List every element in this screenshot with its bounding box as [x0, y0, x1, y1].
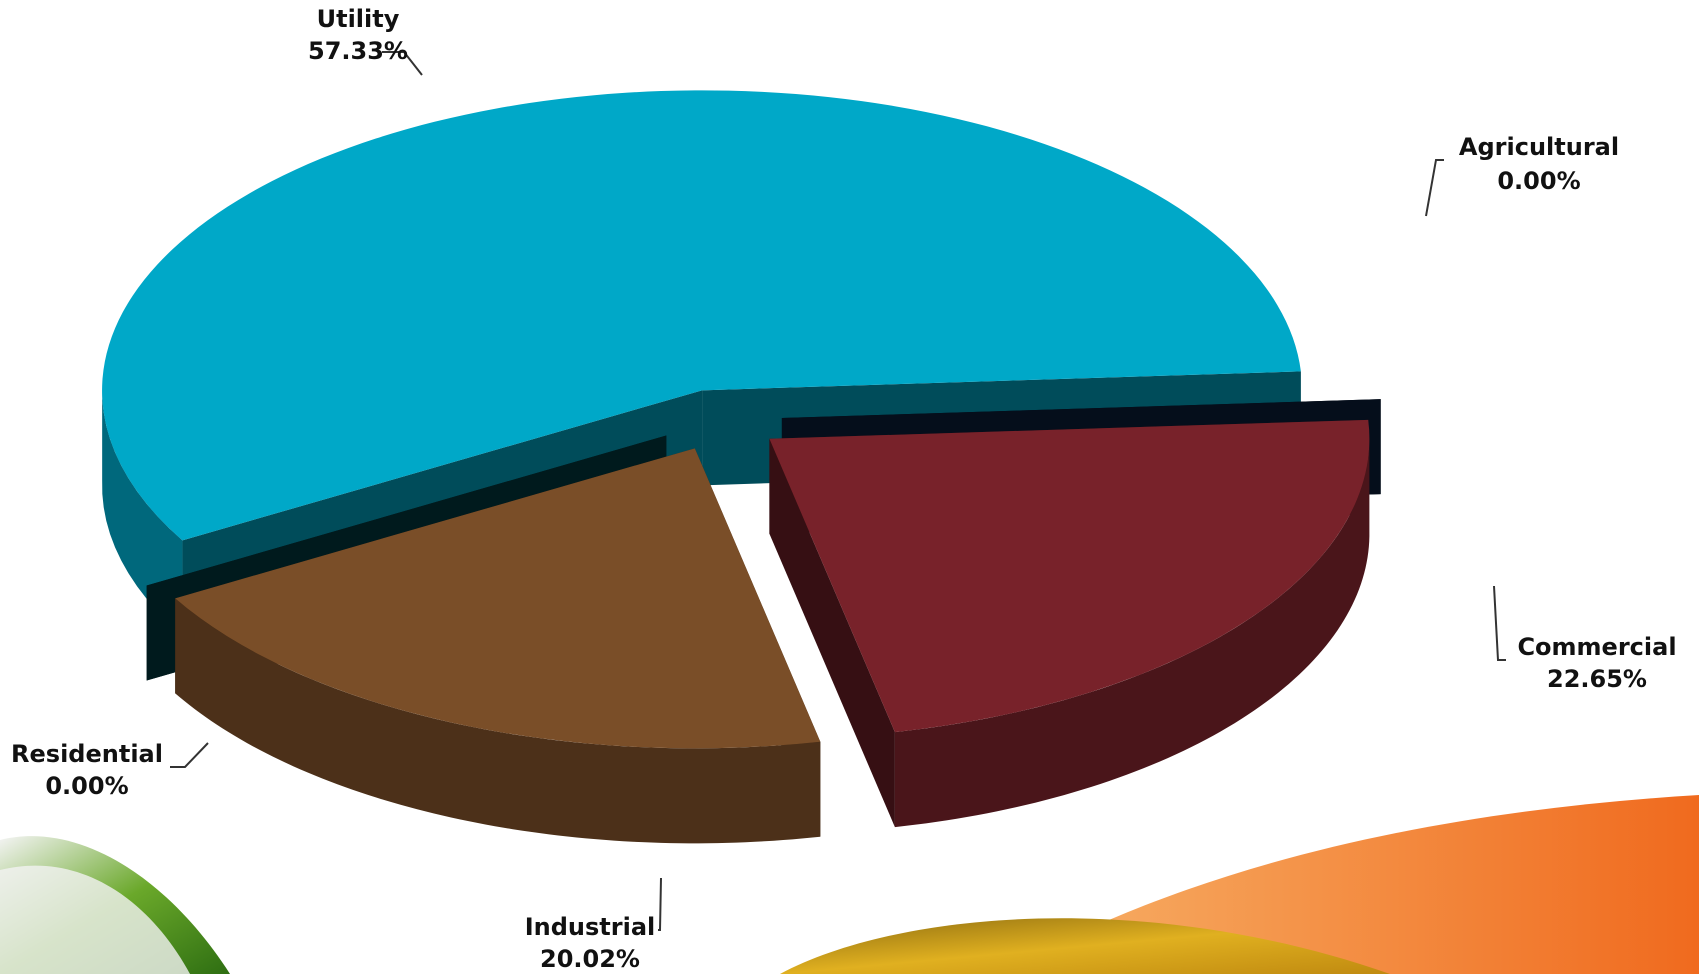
category-label: Industrial — [525, 913, 656, 941]
slice — [769, 419, 1370, 828]
slice-top — [102, 90, 1301, 541]
value-label: 22.65% — [1547, 665, 1647, 693]
labels: Utility 57.33% Agricultural 0.00% Commer… — [11, 5, 1677, 973]
slice-side — [894, 435, 1370, 828]
slice-top — [175, 448, 821, 749]
slice-top — [769, 419, 1370, 733]
slice — [175, 448, 821, 844]
value-label: 0.00% — [1497, 167, 1580, 195]
category-label: Commercial — [1517, 633, 1676, 661]
category-label: Utility — [317, 5, 400, 33]
category-label: Residential — [11, 740, 163, 768]
pie — [102, 90, 1381, 844]
value-label: 0.00% — [45, 772, 128, 800]
value-label: 57.33% — [308, 37, 408, 65]
leader-lines — [170, 51, 1506, 931]
slice-wall — [769, 438, 895, 828]
decoration — [0, 795, 1699, 974]
category-label: Agricultural — [1459, 133, 1619, 161]
slice-side — [102, 385, 183, 636]
value-label: 20.02% — [540, 945, 640, 973]
slice-side — [175, 598, 821, 844]
